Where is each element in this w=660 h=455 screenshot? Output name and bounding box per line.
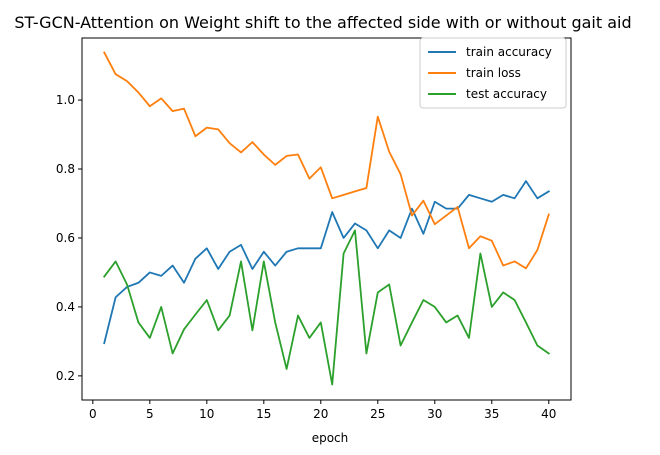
x-tick-label: 25: [370, 407, 385, 421]
legend-label: train loss: [466, 66, 521, 80]
x-tick-label: 10: [199, 407, 214, 421]
y-tick-label: 0.4: [56, 300, 75, 314]
x-axis-label: epoch: [312, 431, 349, 445]
y-tick-label: 0.6: [56, 231, 75, 245]
axes-frame: [81, 37, 572, 401]
x-tick-label: 15: [256, 407, 271, 421]
series-line-test-accuracy: [102, 229, 551, 386]
chart-title: ST-GCN-Attention on Weight shift to the …: [14, 13, 631, 32]
y-tick-label: 0.8: [56, 162, 75, 176]
y-tick-label: 0.2: [56, 369, 75, 383]
series-line-train-accuracy: [103, 180, 551, 345]
legend-box: [419, 37, 567, 109]
x-tick-label: 30: [427, 407, 442, 421]
legend-label: test accuracy: [466, 87, 547, 101]
x-tick-label: 20: [313, 407, 328, 421]
plot-area: 0 5 10 15 20 25 30 35 40 0.2 0.4 0.6 0.8 1.0: [56, 37, 572, 421]
legend-label: train accuracy: [466, 45, 552, 59]
x-tick-label: 35: [484, 407, 499, 421]
series-line-train-loss: [103, 51, 550, 270]
y-tick-label: 1.0: [56, 93, 75, 107]
x-tick-label: 5: [146, 407, 154, 421]
x-tick-label: 40: [541, 407, 556, 421]
x-tick-label: 0: [89, 407, 97, 421]
legend: train accuracy train loss test accuracy: [419, 37, 567, 109]
